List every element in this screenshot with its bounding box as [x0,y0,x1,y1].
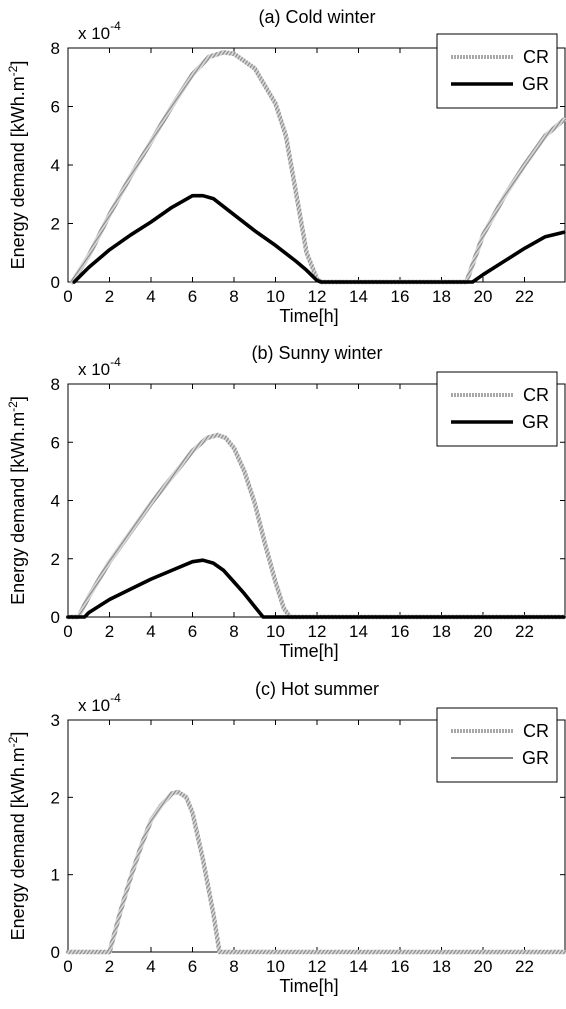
x-tick-label: 0 [63,287,72,306]
x-tick-label: 12 [308,287,327,306]
x-tick-label: 4 [146,287,155,306]
series-line-cr [65,432,566,620]
chart-title: (a) Cold winter [258,7,375,27]
x-tick-label: 8 [229,957,238,976]
legend-label-cr: CR [523,721,549,741]
x-tick-label: 22 [515,287,534,306]
x-tick-label: 18 [432,287,451,306]
x-tick-label: 10 [266,622,285,641]
y-tick-label: 0 [51,273,60,292]
x-tick-label: 16 [391,622,410,641]
x-tick-label: 20 [474,622,493,641]
axis-exponent: x 10-4 [78,19,121,43]
x-tick-label: 10 [266,287,285,306]
x-tick-label: 2 [105,287,114,306]
x-tick-label: 14 [349,622,368,641]
x-tick-label: 20 [474,287,493,306]
x-tick-label: 2 [105,622,114,641]
x-axis-label: Time[h] [279,976,338,996]
x-tick-label: 20 [474,957,493,976]
x-tick-label: 14 [349,287,368,306]
x-tick-label: 6 [188,287,197,306]
legend-label-gr: GR [522,412,549,432]
x-tick-label: 6 [188,622,197,641]
y-tick-label: 2 [51,215,60,234]
y-tick-label: 4 [51,492,60,511]
x-tick-label: 0 [63,957,72,976]
x-tick-label: 12 [308,957,327,976]
axis-exponent: x 10-4 [78,355,121,379]
y-tick-label: 4 [51,156,60,175]
x-tick-label: 0 [63,622,72,641]
x-tick-label: 8 [229,287,238,306]
y-tick-label: 2 [51,788,60,807]
legend-label-gr: GR [522,748,549,768]
series-line-cr [65,789,566,955]
y-axis-label: Energy demand [kWh.m-2] [6,61,28,270]
y-tick-label: 0 [51,943,60,962]
x-tick-label: 12 [308,622,327,641]
x-axis-label: Time[h] [279,641,338,661]
y-tick-label: 8 [51,39,60,58]
legend-label-cr: CR [523,47,549,67]
x-axis-label: Time[h] [279,306,338,326]
legend-label-cr: CR [523,385,549,405]
chart-title: (c) Hot summer [255,679,379,699]
series-line-gr [66,558,566,619]
y-tick-label: 6 [51,98,60,117]
x-tick-label: 18 [432,622,451,641]
x-tick-label: 18 [432,957,451,976]
x-tick-label: 22 [515,957,534,976]
y-axis-label: Energy demand [kWh.m-2] [6,396,28,605]
legend-box [436,707,558,783]
y-tick-label: 0 [51,608,60,627]
chart-title: (b) Sunny winter [251,343,382,363]
series-line-cr [69,50,566,285]
x-tick-label: 10 [266,957,285,976]
x-tick-label: 4 [146,957,155,976]
axis-exponent: x 10-4 [78,691,121,715]
x-tick-label: 6 [188,957,197,976]
y-axis-label: Energy demand [kWh.m-2] [6,732,28,941]
x-tick-label: 2 [105,957,114,976]
y-tick-label: 6 [51,433,60,452]
y-tick-label: 3 [51,711,60,730]
series-line-gr [72,193,566,284]
y-tick-label: 8 [51,375,60,394]
x-tick-label: 14 [349,957,368,976]
y-tick-label: 1 [51,866,60,885]
x-tick-label: 22 [515,622,534,641]
y-tick-label: 2 [51,550,60,569]
x-tick-label: 16 [391,287,410,306]
x-tick-label: 16 [391,957,410,976]
legend-box [436,371,558,447]
legend-box [436,33,558,109]
x-tick-label: 4 [146,622,155,641]
legend-label-gr: GR [522,74,549,94]
x-tick-label: 8 [229,622,238,641]
